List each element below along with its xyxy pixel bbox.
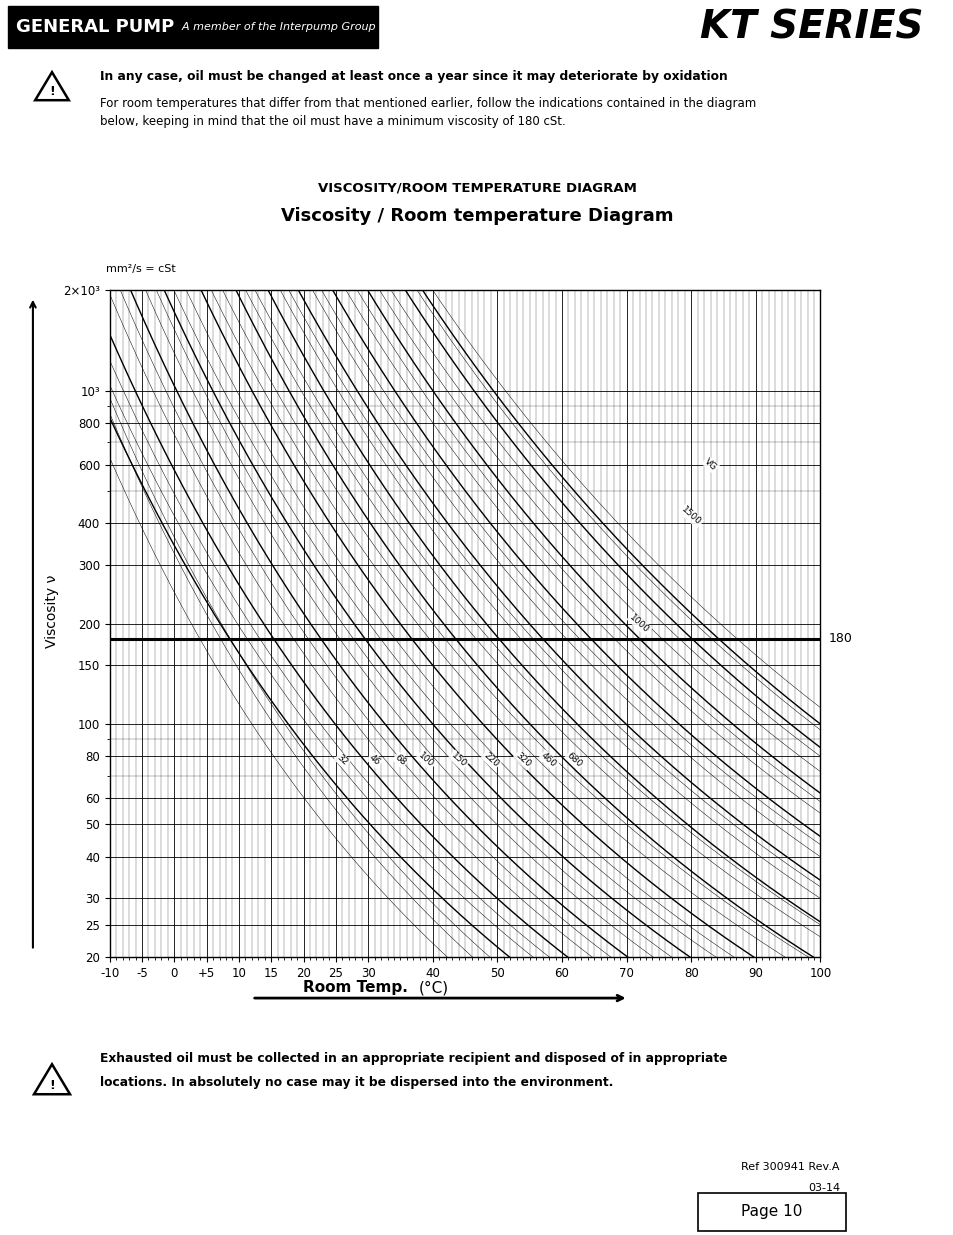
Text: VISCOSITY/ROOM TEMPERATURE DIAGRAM: VISCOSITY/ROOM TEMPERATURE DIAGRAM	[317, 182, 636, 194]
Text: 220: 220	[481, 751, 499, 769]
Text: .: .	[100, 70, 105, 83]
Text: VG: VG	[702, 457, 718, 472]
Text: 46: 46	[367, 753, 381, 767]
Text: For room temperatures that differ from that mentioned earlier, follow the indica: For room temperatures that differ from t…	[100, 98, 756, 110]
FancyBboxPatch shape	[8, 6, 377, 48]
Text: locations. In absolutely no case may it be dispersed into the environment.: locations. In absolutely no case may it …	[100, 1076, 613, 1089]
Text: 03-14: 03-14	[807, 1183, 840, 1193]
Text: !: !	[49, 85, 55, 99]
Text: Page 10: Page 10	[740, 1204, 801, 1219]
Text: 32: 32	[335, 753, 349, 767]
Text: Viscosity / Room temperature Diagram: Viscosity / Room temperature Diagram	[280, 207, 673, 226]
FancyBboxPatch shape	[698, 1193, 845, 1231]
Text: 1000: 1000	[627, 613, 650, 635]
Text: 68: 68	[393, 753, 407, 767]
Text: A member of the Interpump Group: A member of the Interpump Group	[174, 22, 375, 32]
Text: Exhausted oil must be collected in an appropriate recipient and disposed of in a: Exhausted oil must be collected in an ap…	[100, 1052, 727, 1065]
Text: GENERAL PUMP: GENERAL PUMP	[16, 19, 174, 36]
Text: 150: 150	[449, 751, 468, 769]
Text: 460: 460	[539, 751, 558, 769]
Text: 680: 680	[565, 751, 584, 769]
Text: 1500: 1500	[679, 505, 702, 527]
Text: KT SERIES: KT SERIES	[700, 9, 923, 46]
Text: Ref 300941 Rev.A: Ref 300941 Rev.A	[740, 1162, 840, 1172]
Text: (°C): (°C)	[418, 981, 449, 995]
Text: Viscosity ν: Viscosity ν	[46, 574, 59, 648]
Text: Room Temp.: Room Temp.	[303, 981, 408, 995]
Text: !: !	[49, 1078, 55, 1092]
Text: In any case, oil must be changed at least once a year since it may deteriorate b: In any case, oil must be changed at leas…	[100, 70, 727, 83]
Text: 180: 180	[827, 632, 851, 646]
Text: 320: 320	[514, 751, 532, 769]
Text: below, keeping in mind that the oil must have a minimum viscosity of 180 cSt.: below, keeping in mind that the oil must…	[100, 115, 565, 128]
Text: mm²/s = cSt: mm²/s = cSt	[106, 263, 175, 274]
Text: 100: 100	[416, 751, 436, 769]
